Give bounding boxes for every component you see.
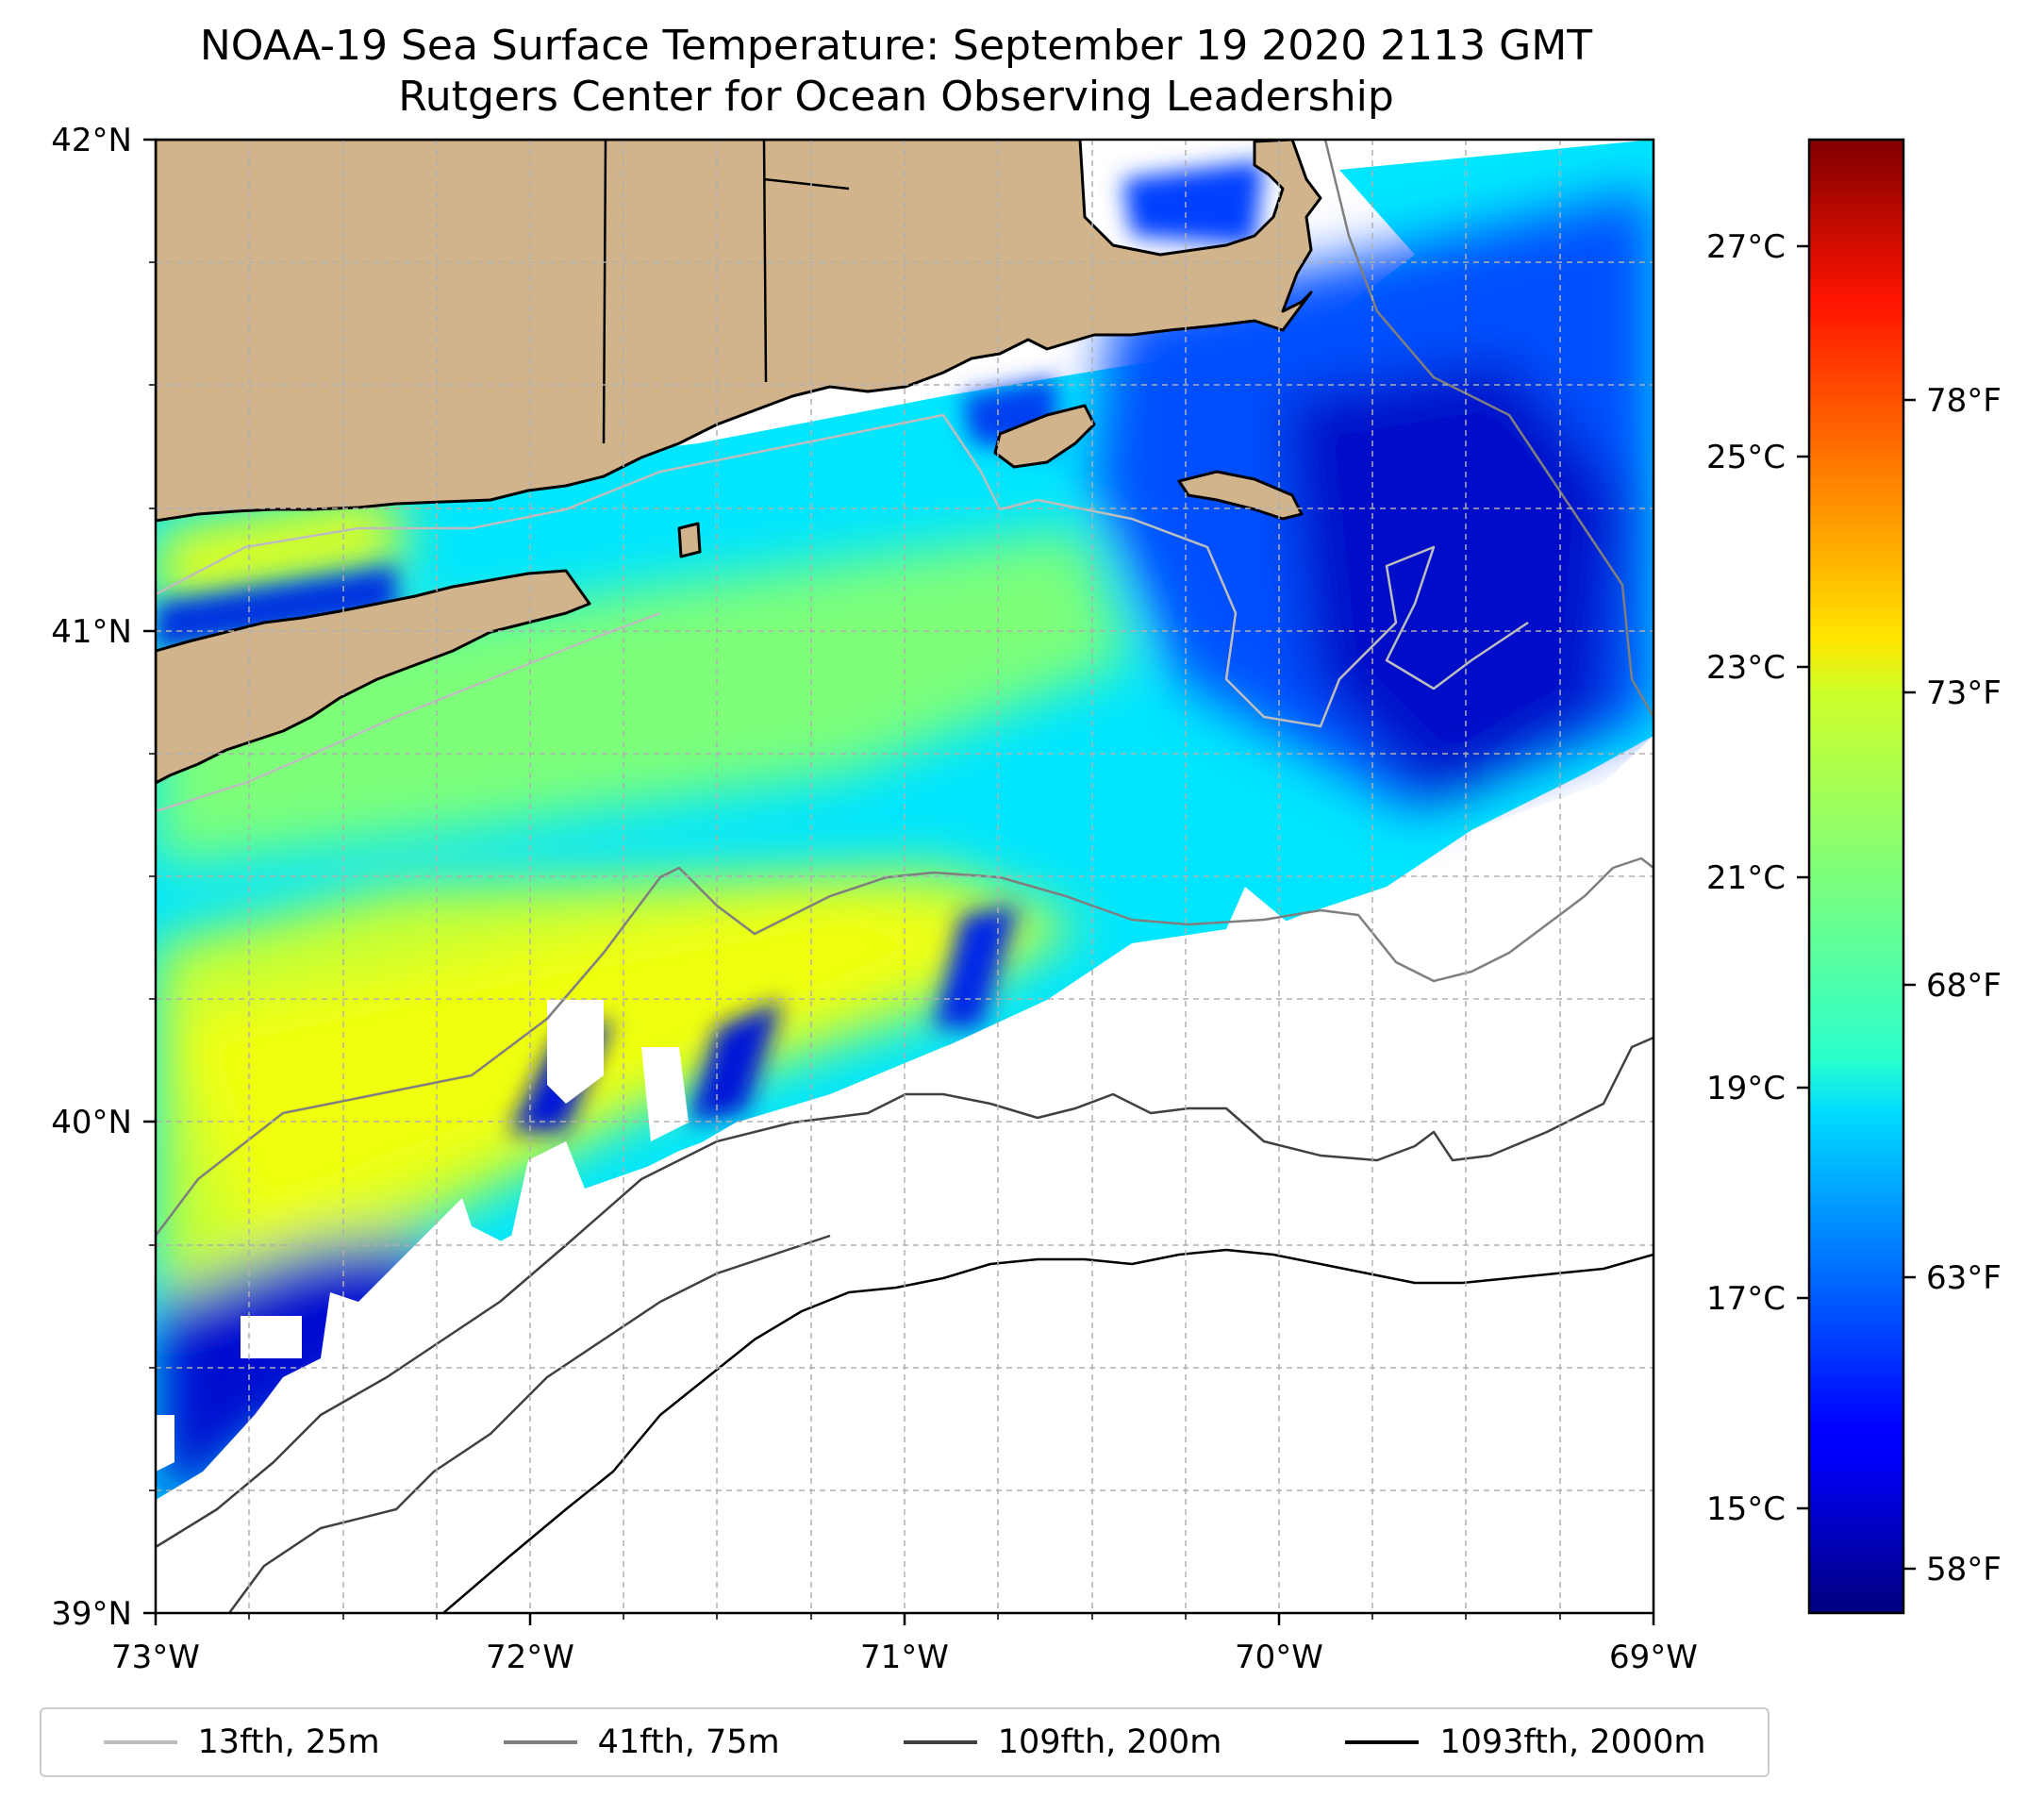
legend-item-75m: 41fth, 75m	[503, 1723, 780, 1761]
gridlines	[156, 140, 1653, 1613]
axis-minor-ticks	[149, 261, 1561, 1620]
border-ri-ma	[763, 177, 850, 191]
colorbar-label-15c: 15°C	[1706, 1490, 1786, 1528]
land-northeast-mainland	[156, 140, 1322, 523]
sst-cold-filament-3	[934, 906, 1019, 1028]
lon-label-69w: 69°W	[1609, 1639, 1698, 1676]
lat-label-42n: 42°N	[51, 122, 132, 159]
title-line-2: Rutgers Center for Ocean Observing Leade…	[398, 73, 1394, 121]
lon-label-72w: 72°W	[486, 1639, 574, 1676]
sst-coldest-east	[1283, 358, 1622, 802]
legend-label-25m: 13fth, 25m	[197, 1723, 380, 1761]
colorbar-label-68f: 68°F	[1926, 967, 2002, 1005]
colorbar-label-21c: 21°C	[1706, 859, 1786, 897]
land-block-island	[677, 522, 702, 558]
legend-line-2000m	[1345, 1740, 1420, 1744]
colorbar-fahrenheit-ticks	[1903, 398, 1916, 1571]
legend-item-200m: 109fth, 200m	[903, 1723, 1222, 1761]
lon-label-70w: 70°W	[1235, 1639, 1323, 1676]
sst-cold-south-cape-cod	[1122, 160, 1264, 245]
map-title: NOAA-19 Sea Surface Temperature: Septemb…	[0, 21, 1792, 123]
contour-legend: 13fth, 25m 41fth, 75m 109fth, 200m 1093f…	[40, 1707, 1770, 1777]
lon-label-73w: 73°W	[111, 1639, 200, 1676]
colorbar-celsius-ticks	[1797, 244, 1809, 1510]
sst-green-midshelf	[156, 528, 1132, 868]
legend-line-200m	[903, 1740, 977, 1744]
sst-cold-long-island-sound	[156, 566, 396, 651]
lat-label-41n: 41°N	[51, 613, 132, 651]
colorbar-label-27c: 27°C	[1706, 228, 1786, 266]
bathymetry-contours	[156, 140, 1653, 1613]
land-nantucket	[1177, 470, 1304, 521]
colorbar-gradient	[1809, 140, 1903, 1613]
lat-label-40n: 40°N	[51, 1104, 132, 1141]
contour-75m	[156, 140, 1653, 1237]
lon-label-71w: 71°W	[860, 1639, 949, 1676]
colorbar-label-78f: 78°F	[1926, 382, 2002, 420]
no-data-gap-3	[156, 1415, 174, 1472]
colorbar-label-19c: 19°C	[1706, 1070, 1786, 1107]
title-line-1: NOAA-19 Sea Surface Temperature: Septemb…	[199, 22, 1593, 70]
sst-cold-filament-2	[689, 1000, 783, 1123]
lat-label-39n: 39°N	[51, 1595, 132, 1633]
no-data-gap-2	[641, 1047, 689, 1141]
axis-ticks	[143, 138, 1655, 1625]
legend-line-75m	[503, 1740, 577, 1744]
colorbar-label-25c: 25°C	[1706, 439, 1786, 476]
colorbar-label-17c: 17°C	[1706, 1280, 1786, 1318]
land	[156, 140, 1322, 785]
legend-label-200m: 109fth, 200m	[997, 1723, 1222, 1761]
colorbar-label-58f: 58°F	[1926, 1551, 2002, 1589]
legend-item-2000m: 1093fth, 2000m	[1345, 1723, 1705, 1761]
contour-2000m	[442, 1248, 1653, 1613]
no-data-gap-1	[547, 1000, 604, 1104]
state-borders	[602, 140, 850, 444]
land-long-island	[156, 569, 591, 785]
colorbar: 27°C 25°C 23°C 21°C 19°C 17°C 15°C 78°F …	[1706, 138, 2002, 1615]
legend-item-25m: 13fth, 25m	[103, 1723, 380, 1761]
land-marthas-vineyard	[993, 404, 1096, 469]
border-ny-ct	[602, 140, 607, 444]
sst-warm-coastal	[156, 491, 406, 613]
colorbar-label-23c: 23°C	[1706, 649, 1786, 687]
colorbar-label-73f: 73°F	[1926, 674, 2002, 712]
no-data-gap-4	[241, 1316, 302, 1358]
legend-label-2000m: 1093fth, 2000m	[1439, 1723, 1706, 1761]
colorbar-label-63f: 63°F	[1926, 1259, 2002, 1297]
contour-200m	[156, 1036, 1653, 1613]
contour-25m	[156, 413, 1529, 813]
legend-label-75m: 41fth, 75m	[597, 1723, 780, 1761]
map-area	[156, 140, 1653, 1613]
legend-line-25m	[103, 1740, 177, 1744]
